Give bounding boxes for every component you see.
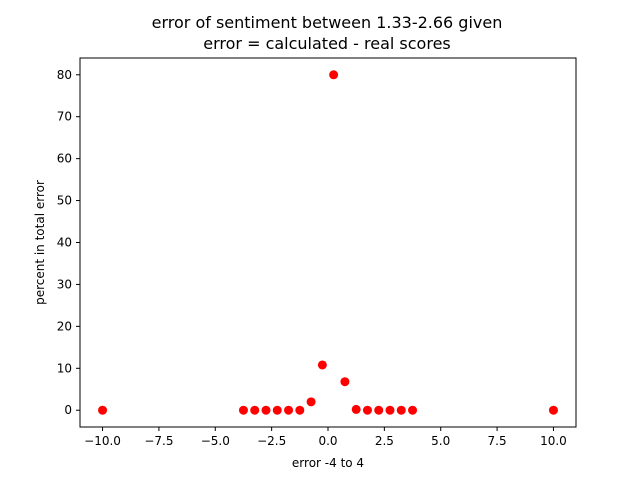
y-tick-label: 20 (57, 319, 72, 333)
x-tick-label: 10.0 (540, 434, 567, 448)
chart-title-line-1: error of sentiment between 1.33-2.66 giv… (152, 13, 503, 32)
data-point (306, 397, 316, 407)
chart-title-line-2: error = calculated - real scores (203, 34, 451, 53)
data-point (362, 405, 372, 415)
data-point (548, 405, 558, 415)
data-point (396, 405, 406, 415)
data-point (329, 70, 339, 80)
y-tick-label: 10 (57, 361, 72, 375)
plot-area-frame (79, 57, 577, 428)
y-tick-label: 0 (64, 403, 72, 417)
y-tick-label: 50 (57, 194, 72, 208)
data-point (238, 405, 248, 415)
y-axis-label: percent in total error (33, 180, 47, 305)
y-tick-label: 70 (57, 110, 72, 124)
data-point (250, 405, 260, 415)
x-tick-label: −7.5 (144, 434, 173, 448)
data-point (272, 405, 282, 415)
data-point (351, 404, 361, 414)
x-tick-label: 7.5 (488, 434, 507, 448)
x-tick-label: −2.5 (257, 434, 286, 448)
x-tick-label: 0.0 (318, 434, 337, 448)
data-point (340, 377, 350, 387)
data-point (295, 405, 305, 415)
y-tick-label: 60 (57, 152, 72, 166)
data-point (261, 405, 271, 415)
data-point (98, 405, 108, 415)
data-points (98, 70, 558, 415)
data-point (374, 405, 384, 415)
data-point (284, 405, 294, 415)
y-tick-label: 80 (57, 68, 72, 82)
y-tick-label: 40 (57, 236, 72, 250)
data-point (408, 405, 418, 415)
x-tick-label: 2.5 (375, 434, 394, 448)
axis-ticks: −10.0 −7.5 −5.0 −2.5 0.0 2.5 5.0 7.5 10.0 0 10 20 30… (57, 68, 567, 448)
y-tick-label: 30 (57, 277, 72, 291)
x-tick-label: 5.0 (431, 434, 450, 448)
x-axis-label: error -4 to 4 (292, 456, 364, 470)
x-tick-label: −5.0 (201, 434, 230, 448)
data-point (385, 405, 395, 415)
x-tick-label: −10.0 (84, 434, 121, 448)
data-point (317, 360, 327, 370)
